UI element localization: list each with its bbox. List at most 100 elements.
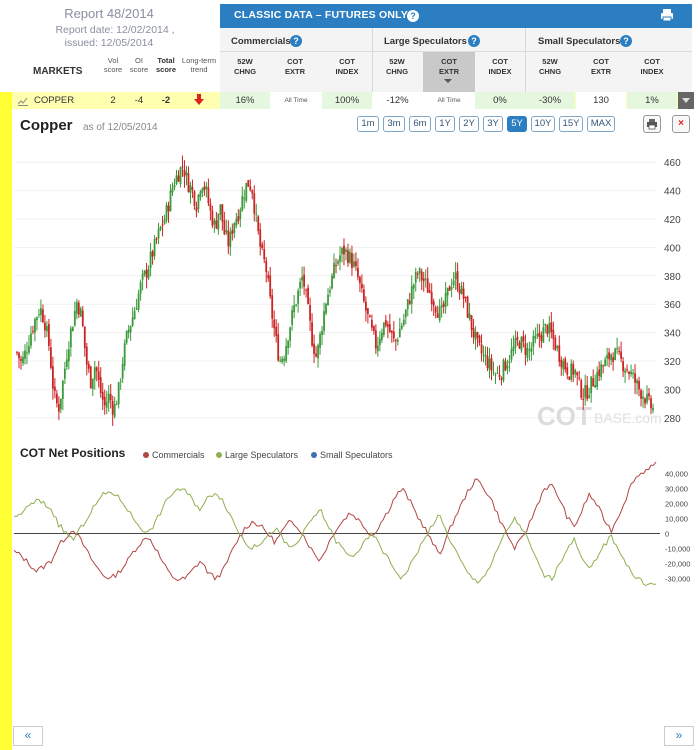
comm-extr-header[interactable]: COT EXTR xyxy=(284,57,305,76)
range-button-3m[interactable]: 3m xyxy=(383,116,405,132)
legend-label: Commercials xyxy=(152,450,205,460)
candle-body xyxy=(586,385,589,400)
group-divider xyxy=(525,28,526,92)
candle-body xyxy=(382,322,385,335)
candle-body xyxy=(217,213,220,230)
comm-extr-value: All Time xyxy=(284,97,308,104)
legend-small-speculators[interactable]: Small Speculators xyxy=(311,450,393,460)
candle-body xyxy=(620,351,623,359)
candle-body xyxy=(558,345,561,362)
candle-body xyxy=(462,288,465,299)
candle-body xyxy=(67,349,70,362)
ss-extr-header[interactable]: COT EXTR xyxy=(590,57,611,76)
candle-body xyxy=(161,224,164,226)
candle-body xyxy=(478,336,481,343)
candle-body xyxy=(370,319,373,328)
candle-body xyxy=(488,358,491,370)
sort-active-column xyxy=(423,52,475,92)
candle-body xyxy=(175,175,178,185)
candle-body xyxy=(530,347,533,352)
help-icon[interactable]: ? xyxy=(620,35,632,47)
candle-body xyxy=(275,326,278,336)
candle-body xyxy=(251,190,254,194)
candle-body xyxy=(418,268,421,274)
candle-body xyxy=(361,283,363,289)
ls-52w-header[interactable]: 52W CHNG xyxy=(385,57,409,76)
candle-body xyxy=(534,336,537,339)
candle-body xyxy=(327,294,329,306)
candle-body xyxy=(311,322,313,346)
help-icon[interactable]: ? xyxy=(407,10,419,22)
print-icon[interactable] xyxy=(660,8,674,22)
candle-body xyxy=(468,313,471,319)
prev-button[interactable]: « xyxy=(13,726,43,746)
candle-body xyxy=(378,338,381,346)
candle-body xyxy=(177,175,180,182)
candle-body xyxy=(191,187,194,190)
candle-body xyxy=(580,380,583,398)
candle-body xyxy=(596,371,599,387)
range-button-6m[interactable]: 6m xyxy=(409,116,431,132)
classic-data-header xyxy=(220,4,692,28)
candle-body xyxy=(548,322,551,334)
comm-index-header[interactable]: COT INDEX xyxy=(335,57,359,76)
comm-52w-header[interactable]: 52W CHNG xyxy=(233,57,257,76)
candle-body xyxy=(384,320,387,326)
range-button-10y[interactable]: 10Y xyxy=(531,116,555,132)
ls-index-header[interactable]: COT INDEX xyxy=(488,57,512,76)
range-button-max[interactable]: MAX xyxy=(587,116,615,132)
candle-body xyxy=(458,289,461,294)
candle-body xyxy=(61,380,64,399)
candle-body xyxy=(472,328,475,338)
ss-52w-header[interactable]: 52W CHNG xyxy=(538,57,562,76)
candle-body xyxy=(444,292,447,308)
help-icon[interactable]: ? xyxy=(290,35,302,47)
candle-body xyxy=(195,207,198,212)
candle-body xyxy=(321,330,323,335)
candle-body xyxy=(460,285,463,294)
ls-extr-header[interactable]: COT EXTR xyxy=(438,57,459,76)
candle-body xyxy=(542,327,545,343)
vol-score-header: Vol score xyxy=(103,56,123,74)
net-positions-chart: 40,000 30,000 20,000 10,000 0 -10,000 -20,000 -… xyxy=(13,462,690,587)
candle-body xyxy=(345,249,347,252)
candle-body xyxy=(420,271,423,281)
candle-body xyxy=(185,172,188,176)
range-button-15y[interactable]: 15Y xyxy=(559,116,583,132)
range-button-1y[interactable]: 1Y xyxy=(435,116,455,132)
close-chart-button[interactable]: × xyxy=(672,115,690,133)
cell-bg xyxy=(525,92,575,109)
legend-large-speculators[interactable]: Large Speculators xyxy=(216,450,298,460)
ss-index-header[interactable]: COT INDEX xyxy=(640,57,664,76)
y-tick-label: 340 xyxy=(664,329,681,340)
candle-body xyxy=(402,319,405,325)
candle-body xyxy=(229,231,232,247)
range-button-2y[interactable]: 2Y xyxy=(459,116,479,132)
candle-body xyxy=(614,348,617,361)
candle-body xyxy=(203,186,206,190)
candle-body xyxy=(165,204,168,221)
candle-body xyxy=(113,404,116,417)
candle-body xyxy=(562,361,565,370)
candle-body xyxy=(28,345,30,353)
next-button[interactable]: » xyxy=(664,726,694,746)
market-name[interactable]: COPPER xyxy=(34,95,75,106)
legend-label: Small Speculators xyxy=(320,450,393,460)
range-button-1m[interactable]: 1m xyxy=(357,116,379,132)
help-icon[interactable]: ? xyxy=(468,35,480,47)
group-large-speculators: Large Speculators xyxy=(384,36,467,47)
candle-body xyxy=(496,372,499,374)
oi-score: -4 xyxy=(134,95,144,106)
legend-commercials[interactable]: Commercials xyxy=(143,450,205,460)
candle-body xyxy=(648,393,650,397)
candle-body xyxy=(464,297,467,299)
candle-body xyxy=(476,332,479,338)
range-button-3y[interactable]: 3Y xyxy=(483,116,503,132)
print-chart-button[interactable] xyxy=(643,115,661,133)
candle-body xyxy=(237,216,240,222)
candle-body xyxy=(127,329,130,333)
candle-body xyxy=(634,373,636,383)
range-button-5y[interactable]: 5Y xyxy=(507,116,527,132)
watermark-logo-suffix: BASE.com xyxy=(594,410,662,426)
candle-body xyxy=(49,347,52,368)
